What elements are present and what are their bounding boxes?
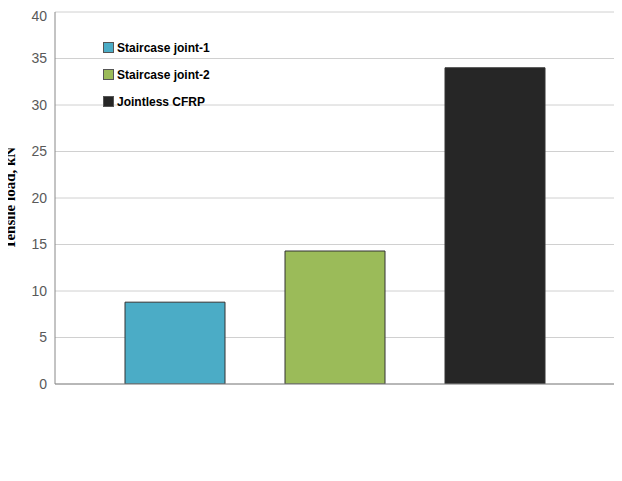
html-text:Staircase joint-1: Staircase joint-1 [117,40,210,55]
svg-text:20: 20 [31,190,47,206]
svg-text:10: 10 [31,283,47,299]
svg-text:25: 25 [31,143,47,159]
svg-text:40: 40 [31,8,47,24]
html-text:Jointless CFRP: Jointless CFRP [117,94,205,109]
svg-text:Tensile load, kN: Tensile load, kN [8,147,18,250]
svg-text:35: 35 [31,50,47,66]
svg-text:30: 30 [31,97,47,113]
svg-text:0: 0 [39,376,47,392]
html-text:Staircase joint-2: Staircase joint-2 [117,67,210,82]
svg-text:15: 15 [31,236,47,252]
svg-text:5: 5 [39,329,47,345]
